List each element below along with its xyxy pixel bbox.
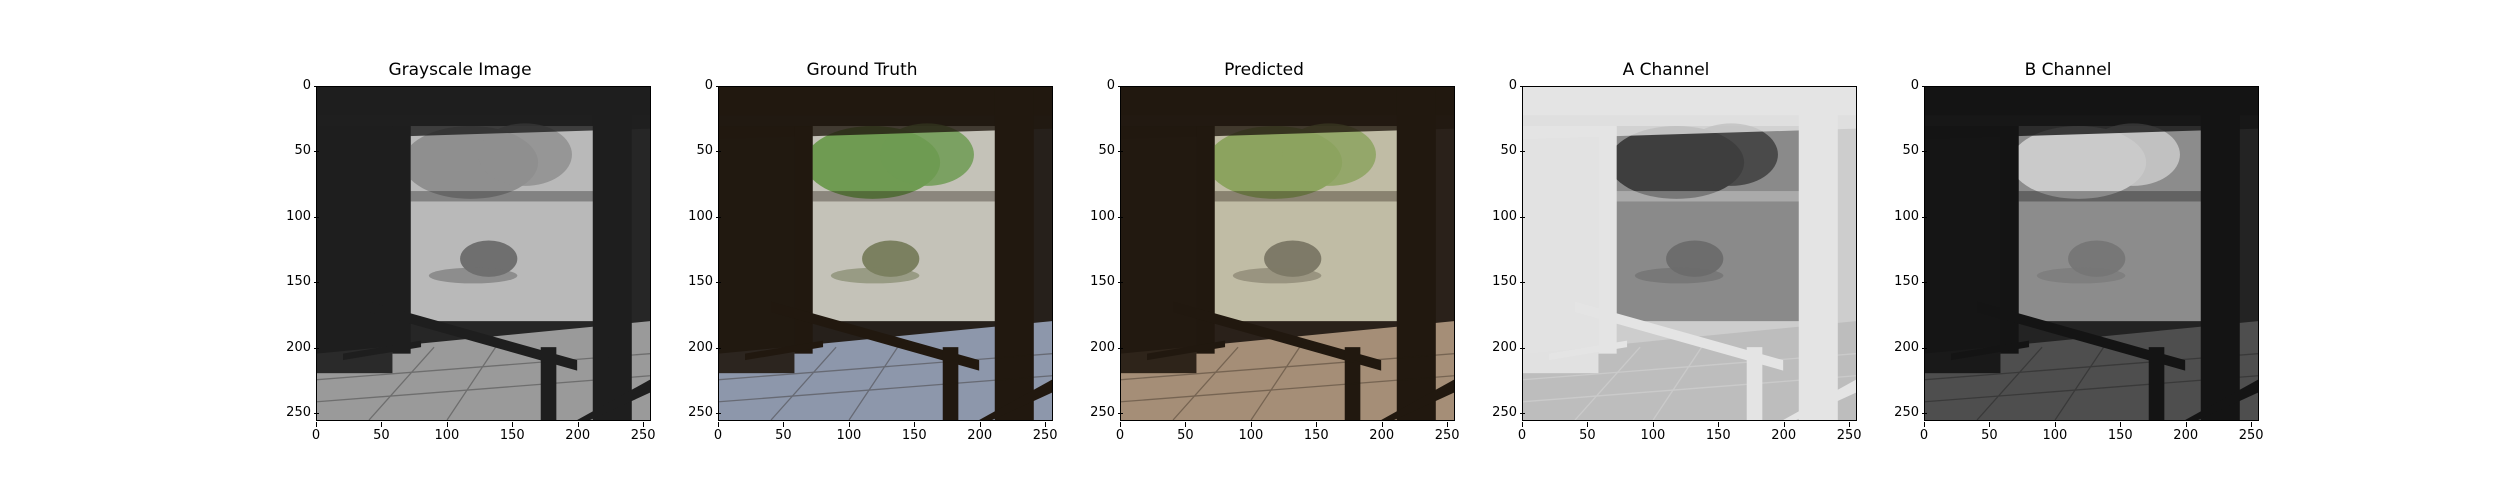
y-tick-label: 100 — [1477, 209, 1525, 224]
x-tick-label: 50 — [1165, 422, 1205, 443]
x-tick-label: 150 — [2100, 422, 2140, 443]
x-tick-label: 100 — [829, 422, 869, 443]
y-tick-label: 200 — [1477, 340, 1525, 355]
y-tick-label: 150 — [1477, 275, 1525, 289]
panel-title: Ground Truth — [806, 60, 918, 80]
y-tick-label: 250 — [673, 406, 721, 420]
image-panel-truth: Ground Truth — [672, 0, 1057, 500]
x-tick-label: 100 — [2035, 422, 2075, 443]
y-tick-label: 200 — [1075, 340, 1123, 355]
image-bchan — [1925, 87, 2258, 420]
y-tick-label: 50 — [271, 144, 319, 158]
y-tick-label: 200 — [1879, 340, 1927, 355]
x-tick-label: 150 — [1296, 422, 1336, 443]
y-tick-label: 0 — [271, 79, 319, 93]
image-frame-achan — [1522, 86, 1857, 421]
x-tick-label: 200 — [558, 422, 598, 443]
panel-title: Predicted — [1224, 60, 1304, 80]
x-tick-label: 250 — [623, 422, 663, 443]
image-frame-gray — [316, 86, 651, 421]
y-tick-label: 50 — [673, 144, 721, 158]
y-tick-label: 150 — [271, 275, 319, 289]
y-tick-label: 250 — [271, 406, 319, 420]
y-tick-label: 200 — [271, 340, 319, 355]
y-tick-label: 150 — [1879, 275, 1927, 289]
image-frame-bchan — [1924, 86, 2259, 421]
image-achan — [1523, 87, 1856, 420]
image-panel-pred: Predicted — [1074, 0, 1459, 500]
y-tick-label: 100 — [271, 209, 319, 224]
x-tick-label: 250 — [1829, 422, 1869, 443]
y-tick-label: 100 — [673, 209, 721, 224]
x-tick-label: 250 — [2231, 422, 2271, 443]
y-tick-label: 100 — [1075, 209, 1123, 224]
panel-title: A Channel — [1622, 60, 1710, 80]
y-tick-label: 0 — [673, 79, 721, 93]
y-tick-label: 0 — [1477, 79, 1525, 93]
x-tick-label: 150 — [492, 422, 532, 443]
x-tick-label: 50 — [1567, 422, 1607, 443]
x-tick-label: 100 — [1633, 422, 1673, 443]
x-tick-label: 0 — [1100, 422, 1140, 443]
y-tick-label: 50 — [1477, 144, 1525, 158]
x-tick-label: 200 — [960, 422, 1000, 443]
x-tick-label: 50 — [1969, 422, 2009, 443]
x-tick-label: 150 — [894, 422, 934, 443]
image-gray — [317, 87, 650, 420]
x-tick-label: 100 — [427, 422, 467, 443]
y-tick-label: 100 — [1879, 209, 1927, 224]
x-tick-label: 0 — [1904, 422, 1944, 443]
y-tick-label: 150 — [673, 275, 721, 289]
y-tick-label: 250 — [1879, 406, 1927, 420]
y-tick-label: 150 — [1075, 275, 1123, 289]
image-truth — [719, 87, 1052, 420]
y-tick-label: 250 — [1075, 406, 1123, 420]
y-tick-label: 250 — [1477, 406, 1525, 420]
image-panel-gray: Grayscale Image — [270, 0, 655, 500]
y-tick-label: 0 — [1879, 79, 1927, 93]
image-frame-truth — [718, 86, 1053, 421]
x-tick-label: 250 — [1427, 422, 1467, 443]
image-pred — [1121, 87, 1454, 420]
x-tick-label: 150 — [1698, 422, 1738, 443]
x-tick-label: 100 — [1231, 422, 1271, 443]
y-tick-label: 50 — [1075, 144, 1123, 158]
image-frame-pred — [1120, 86, 1455, 421]
y-tick-label: 200 — [673, 340, 721, 355]
x-tick-label: 50 — [361, 422, 401, 443]
image-panel-bchan: B Channel — [1878, 0, 2263, 500]
x-tick-label: 200 — [1362, 422, 1402, 443]
image-panel-achan: A Channel — [1476, 0, 1861, 500]
x-tick-label: 50 — [763, 422, 803, 443]
x-tick-label: 0 — [1502, 422, 1542, 443]
x-tick-label: 0 — [698, 422, 738, 443]
y-tick-label: 50 — [1879, 144, 1927, 158]
x-tick-label: 200 — [2166, 422, 2206, 443]
x-tick-label: 0 — [296, 422, 336, 443]
panel-title: Grayscale Image — [388, 60, 532, 80]
x-tick-label: 200 — [1764, 422, 1804, 443]
y-tick-label: 0 — [1075, 79, 1123, 93]
panel-title: B Channel — [2024, 60, 2112, 80]
x-tick-label: 250 — [1025, 422, 1065, 443]
